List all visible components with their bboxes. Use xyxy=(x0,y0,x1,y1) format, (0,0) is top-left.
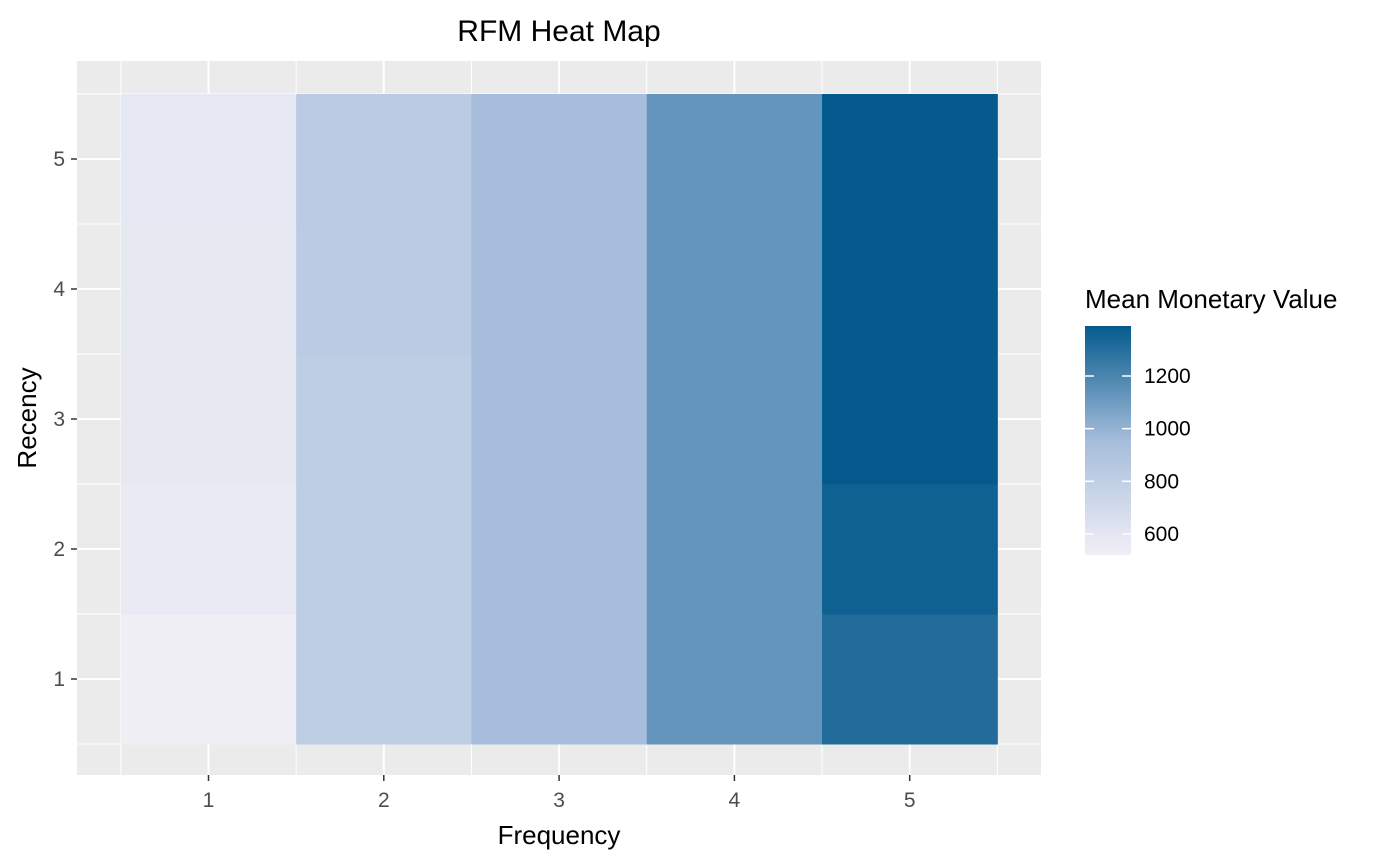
heatmap-cell xyxy=(822,224,998,355)
heatmap-cell xyxy=(822,484,998,615)
heatmap-cell xyxy=(296,94,472,225)
heatmap-cell xyxy=(646,94,823,225)
heatmap-cell xyxy=(120,94,297,225)
legend-tick-label: 800 xyxy=(1144,470,1179,493)
heatmap-cell xyxy=(822,614,998,745)
heatmap-cell xyxy=(296,224,472,355)
x-tick-label: 2 xyxy=(378,789,390,812)
heatmap-cell xyxy=(471,614,648,745)
x-axis-title: Frequency xyxy=(498,820,621,850)
x-tick-label: 5 xyxy=(904,789,916,812)
y-axis-title: Recency xyxy=(12,367,42,468)
heatmap-cell xyxy=(120,614,297,745)
heatmap-cell xyxy=(646,354,823,485)
y-tick-label: 3 xyxy=(53,408,65,431)
legend-ticks: 600 800 1000 1200 xyxy=(1085,365,1191,546)
y-tick-label: 4 xyxy=(53,278,65,301)
heatmap-cell xyxy=(471,354,648,485)
heatmap-cell xyxy=(120,484,297,615)
heatmap-cell xyxy=(120,354,297,485)
heatmap-cell xyxy=(822,94,998,225)
heatmap-cell xyxy=(646,224,823,355)
heatmap-cell xyxy=(471,484,648,615)
legend-tick-label: 1000 xyxy=(1144,418,1191,441)
heatmap-cell xyxy=(296,354,472,485)
y-tick-label: 1 xyxy=(53,668,65,691)
legend-tick-label: 600 xyxy=(1144,523,1179,546)
chart-title: RFM Heat Map xyxy=(457,15,660,48)
heatmap-cells xyxy=(120,94,998,745)
heatmap-cell xyxy=(296,484,472,615)
legend-tick-label: 1200 xyxy=(1144,365,1191,388)
x-tick-label: 4 xyxy=(729,789,741,812)
y-axis: 1 2 3 4 5 xyxy=(53,148,77,691)
x-tick-label: 1 xyxy=(203,789,215,812)
x-tick-label: 3 xyxy=(553,789,565,812)
y-tick-label: 2 xyxy=(53,538,65,561)
heatmap-cell xyxy=(120,224,297,355)
heatmap-cell xyxy=(296,614,472,745)
legend-title: Mean Monetary Value xyxy=(1085,284,1337,314)
heatmap-cell xyxy=(646,614,823,745)
heatmap-cell xyxy=(822,354,998,485)
heatmap-cell xyxy=(471,224,648,355)
legend-colorbar xyxy=(1085,326,1131,555)
heatmap-cell xyxy=(646,484,823,615)
color-legend: Mean Monetary Value 600 800 1000 1200 xyxy=(1085,284,1337,555)
y-tick-label: 5 xyxy=(53,148,65,171)
x-axis: 1 2 3 4 5 xyxy=(203,775,916,812)
heatmap-cell xyxy=(471,94,648,225)
